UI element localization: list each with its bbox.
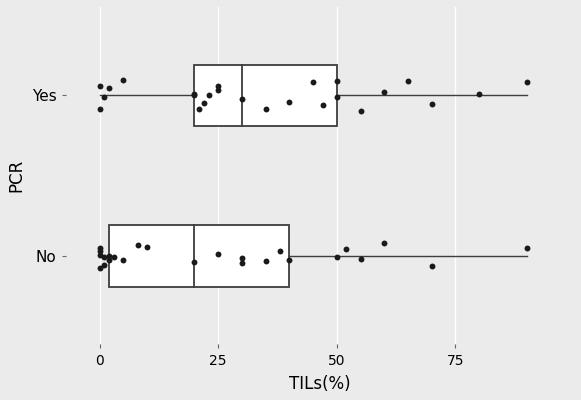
Point: [342, 246, 351, 252]
Point: [237, 254, 246, 261]
Point: [214, 86, 223, 93]
Point: [204, 92, 213, 98]
Y-axis label: PCR: PCR: [7, 159, 25, 192]
Point: [100, 254, 109, 260]
Point: [285, 257, 294, 263]
Point: [105, 253, 114, 260]
Point: [379, 89, 389, 95]
Point: [427, 101, 436, 107]
Point: [332, 78, 342, 85]
Point: [275, 248, 285, 254]
Point: [190, 92, 199, 98]
Point: [190, 91, 199, 97]
Point: [356, 107, 365, 114]
Point: [318, 101, 327, 108]
Point: [475, 90, 484, 97]
Point: [261, 258, 270, 264]
Point: [285, 99, 294, 105]
Point: [95, 247, 104, 254]
Point: [119, 257, 128, 264]
Bar: [195, 65, 337, 126]
Point: [133, 242, 142, 248]
Point: [261, 106, 270, 112]
Point: [95, 252, 104, 258]
Point: [403, 78, 413, 84]
Point: [95, 245, 104, 251]
Point: [237, 260, 246, 266]
Point: [119, 77, 128, 83]
Point: [522, 79, 531, 85]
Point: [105, 85, 114, 91]
Point: [237, 96, 246, 102]
Bar: [109, 226, 289, 286]
Point: [309, 79, 318, 85]
Point: [332, 254, 342, 260]
Point: [100, 262, 109, 269]
Point: [95, 106, 104, 112]
Point: [195, 106, 204, 112]
Point: [356, 256, 365, 262]
Point: [214, 82, 223, 89]
Point: [214, 250, 223, 257]
Point: [522, 245, 531, 252]
Point: [427, 263, 436, 270]
Point: [95, 83, 104, 90]
Point: [142, 244, 152, 250]
Point: [199, 100, 209, 106]
Point: [109, 254, 119, 260]
Point: [332, 94, 342, 100]
Point: [379, 240, 389, 246]
Point: [105, 257, 114, 263]
Point: [100, 94, 109, 100]
Point: [95, 264, 104, 271]
X-axis label: TILs(%): TILs(%): [289, 375, 351, 393]
Point: [190, 259, 199, 265]
